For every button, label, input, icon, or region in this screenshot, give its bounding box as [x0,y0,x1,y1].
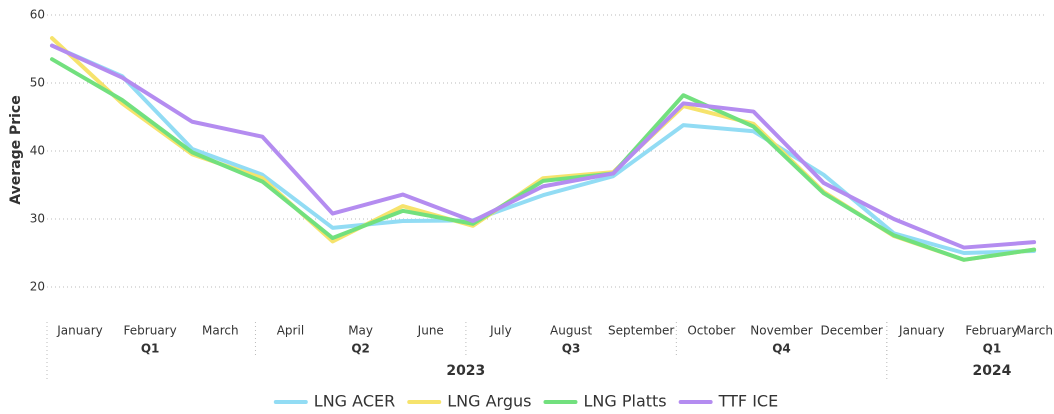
legend-label: LNG ACER [314,392,395,411]
series-line [50,43,1037,255]
x-tick-label: October [687,324,735,338]
x-tick-label: September [608,324,674,338]
quarter-label: Q4 [772,342,791,356]
y-tick-label: 60 [30,8,45,22]
x-tick-label: March [202,324,239,338]
x-tick-label: November [750,324,812,338]
legend-label: TTF ICE [718,392,779,411]
year-label: 2023 [446,363,485,379]
quarter-label: Q1 [983,342,1002,356]
x-tick-label: May [348,324,373,338]
legend-label: LNG Platts [583,392,666,411]
x-tick-label: June [417,324,444,338]
x-tick-label: February [965,324,1018,338]
y-tick-label: 40 [30,144,45,158]
quarter-label: Q2 [351,342,370,356]
x-tick-label: August [550,324,592,338]
series-line [50,57,1037,262]
y-tick-label: 20 [30,280,45,294]
year-label: 2024 [972,363,1011,379]
x-tick-label: March [1016,324,1053,338]
y-tick-label: 50 [30,76,45,90]
x-tick-label: January [56,324,103,338]
y-tick-label: 30 [30,212,45,226]
x-tick-label: February [124,324,177,338]
x-tick-label: April [277,324,304,338]
quarter-label: Q3 [562,342,581,356]
x-tick-label: January [898,324,945,338]
series-line [50,43,1037,250]
x-tick-label: July [489,324,512,338]
quarter-label: Q1 [141,342,160,356]
legend-label: LNG Argus [447,392,531,411]
y-axis-label: Average Price [8,95,24,204]
x-tick-label: December [821,324,883,338]
